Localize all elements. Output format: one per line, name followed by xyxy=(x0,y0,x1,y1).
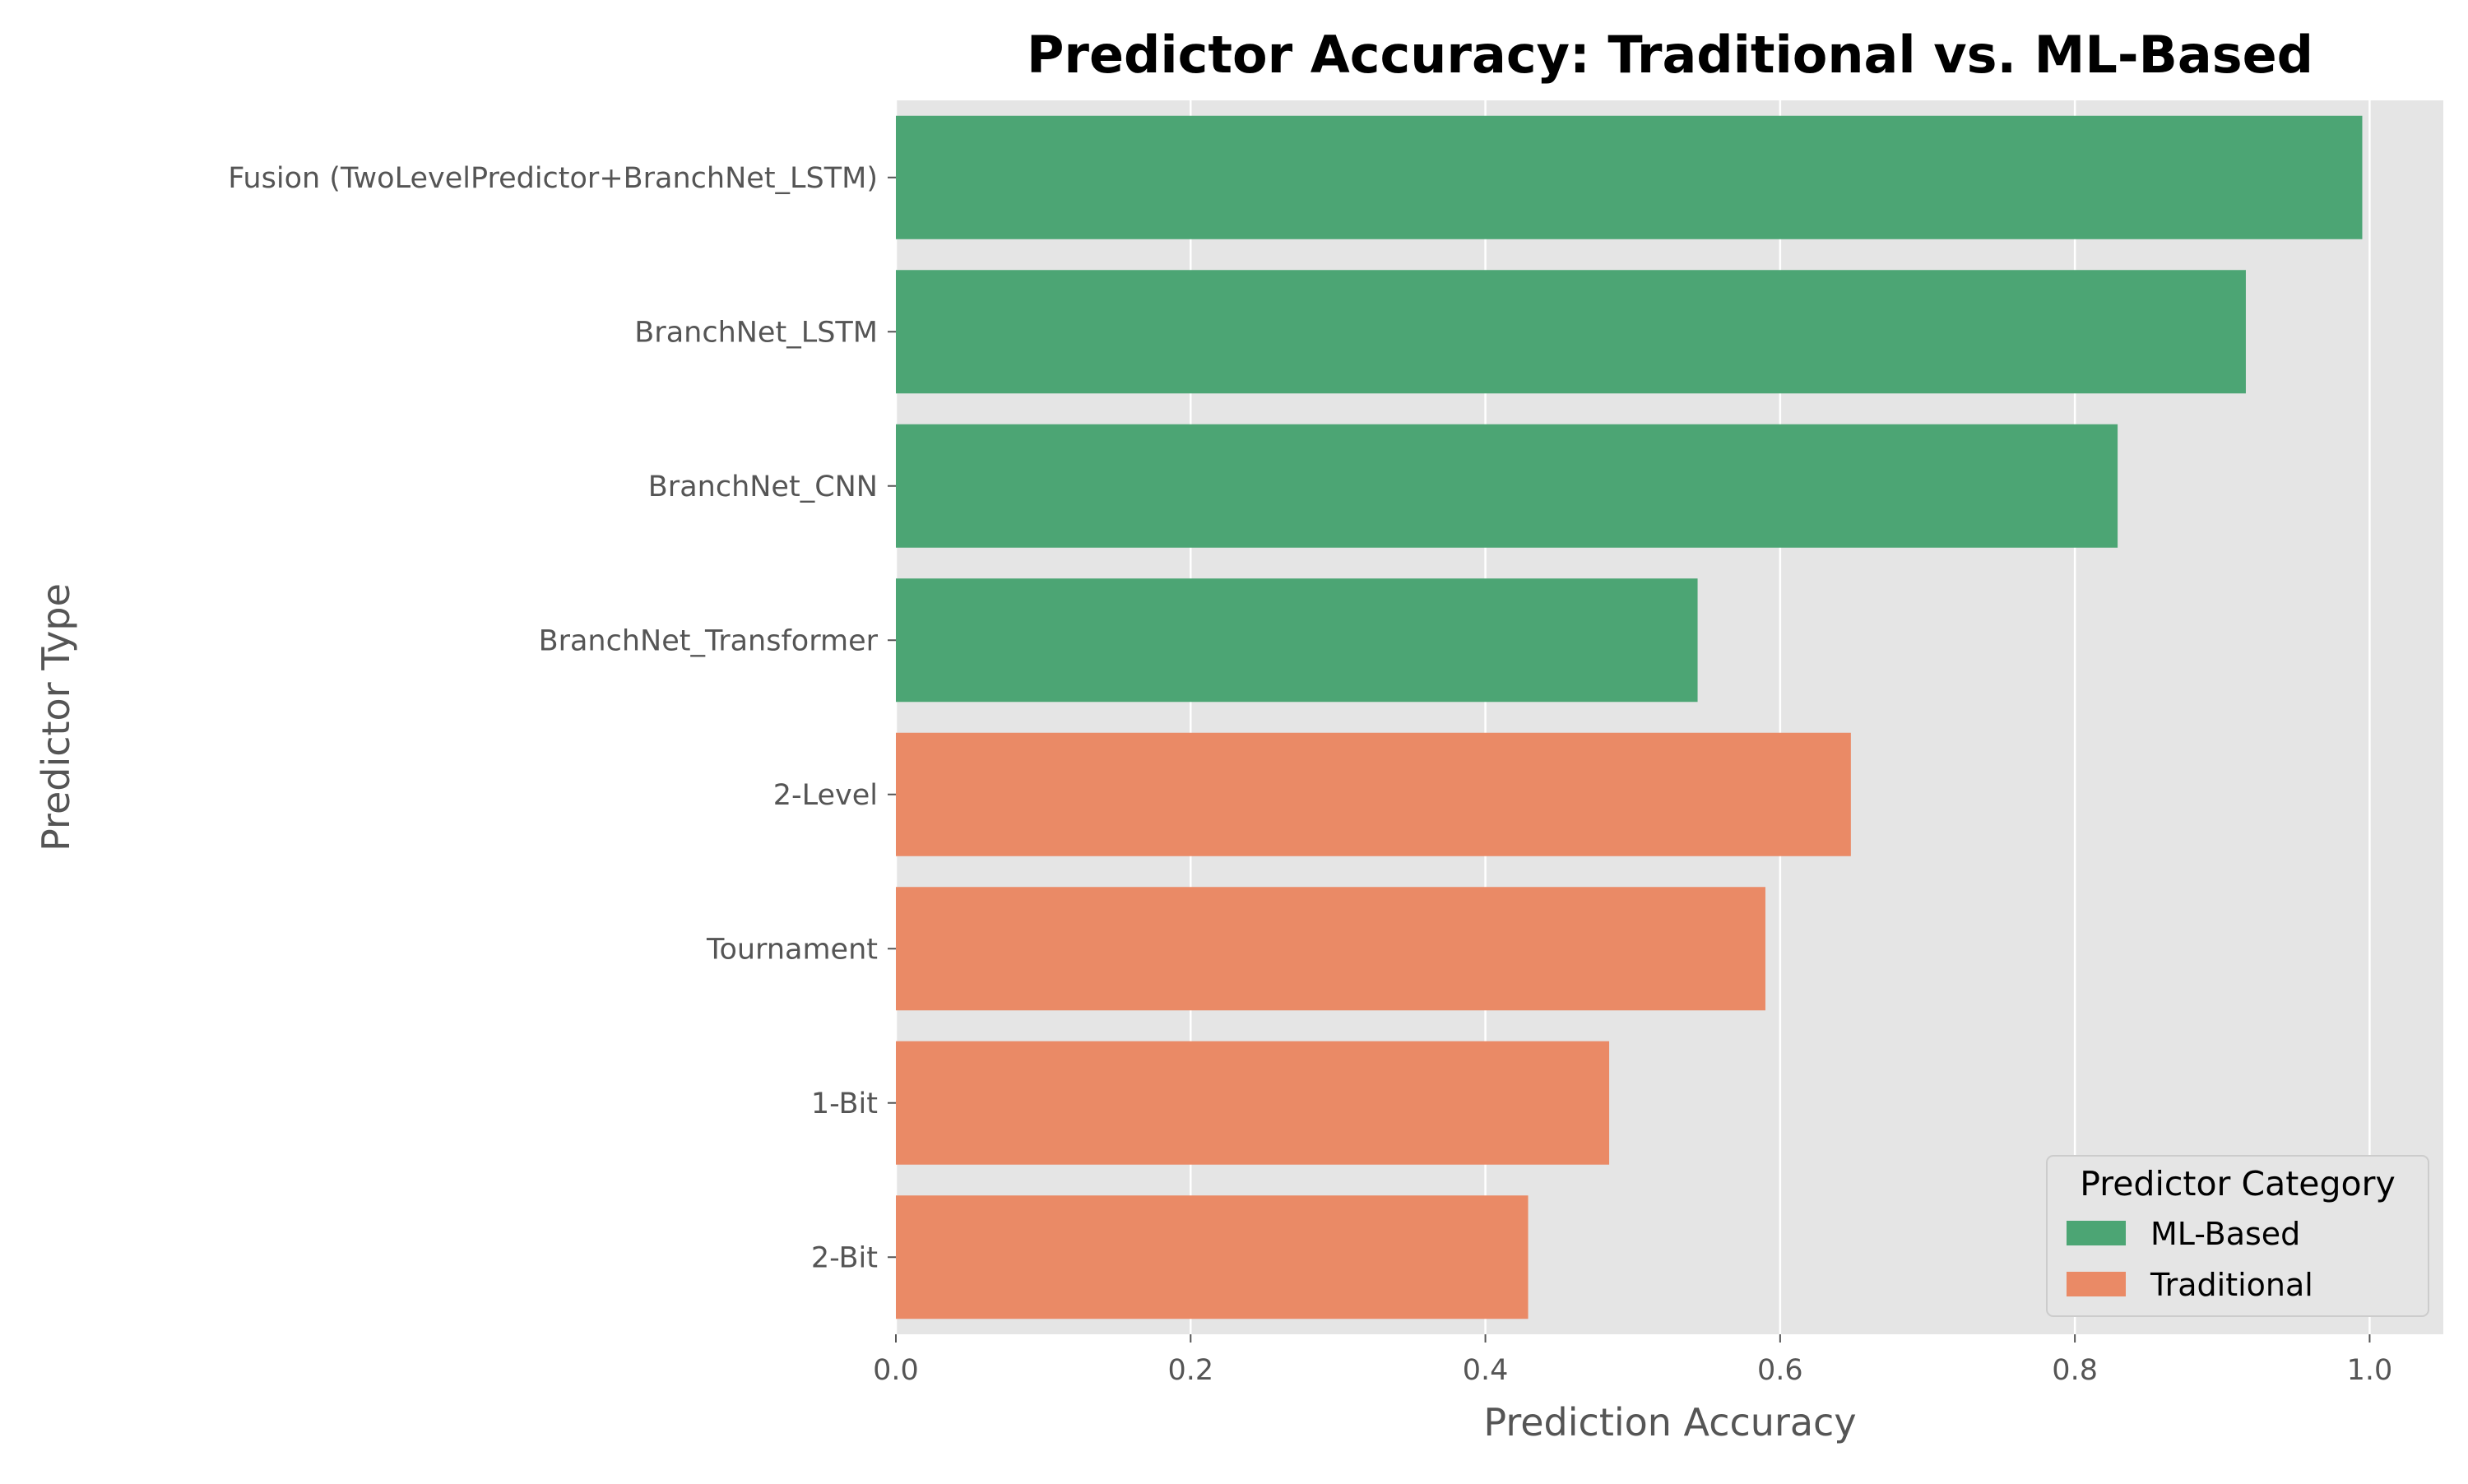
chart-title: Predictor Accuracy: Traditional vs. ML-B… xyxy=(1027,25,2313,85)
y-tick-label: BranchNet_CNN xyxy=(648,471,878,503)
bar xyxy=(896,732,1851,856)
x-tick-label: 0.4 xyxy=(1463,1354,1509,1387)
legend: Predictor Category ML-Based Traditional xyxy=(2046,1155,2429,1317)
legend-box xyxy=(2046,1155,2429,1317)
bar xyxy=(896,1195,1529,1319)
y-tick-label: Fusion (TwoLevelPredictor+BranchNet_LSTM… xyxy=(228,162,878,195)
x-tick-label: 0.8 xyxy=(2052,1354,2098,1387)
x-tick-label: 0.0 xyxy=(873,1354,919,1387)
legend-entry-label: Traditional xyxy=(2150,1267,2313,1303)
bar xyxy=(896,270,2246,394)
bar xyxy=(896,1041,1610,1165)
bar xyxy=(896,424,2118,548)
bars xyxy=(896,115,2363,1319)
y-tick-label: Tournament xyxy=(706,933,878,966)
x-tick-label: 0.2 xyxy=(1167,1354,1213,1387)
y-tick-label: 2-Level xyxy=(773,779,878,812)
x-tick-label: 0.6 xyxy=(1757,1354,1803,1387)
bar xyxy=(896,887,1765,1011)
legend-title: Predictor Category xyxy=(2080,1164,2395,1203)
y-tick-label: 2-Bit xyxy=(811,1241,878,1274)
bar xyxy=(896,578,1698,703)
x-tick-label: 1.0 xyxy=(2347,1354,2393,1387)
y-tick-label: 1-Bit xyxy=(811,1087,878,1120)
legend-swatch xyxy=(2067,1221,2126,1245)
y-tick-label: BranchNet_Transformer xyxy=(539,624,879,657)
y-tick-label: BranchNet_LSTM xyxy=(634,316,878,349)
x-axis-label: Prediction Accuracy xyxy=(1483,1400,1856,1445)
x-axis-ticks: 0.0 0.2 0.4 0.6 0.8 1.0 xyxy=(873,1334,2392,1387)
bar xyxy=(896,115,2363,239)
legend-swatch xyxy=(2067,1272,2126,1296)
legend-entries: ML-Based Traditional xyxy=(2067,1216,2313,1303)
y-axis-ticks: Fusion (TwoLevelPredictor+BranchNet_LSTM… xyxy=(228,162,896,1274)
y-axis-label: Predictor Type xyxy=(34,583,78,851)
legend-entry-label: ML-Based xyxy=(2150,1216,2300,1252)
